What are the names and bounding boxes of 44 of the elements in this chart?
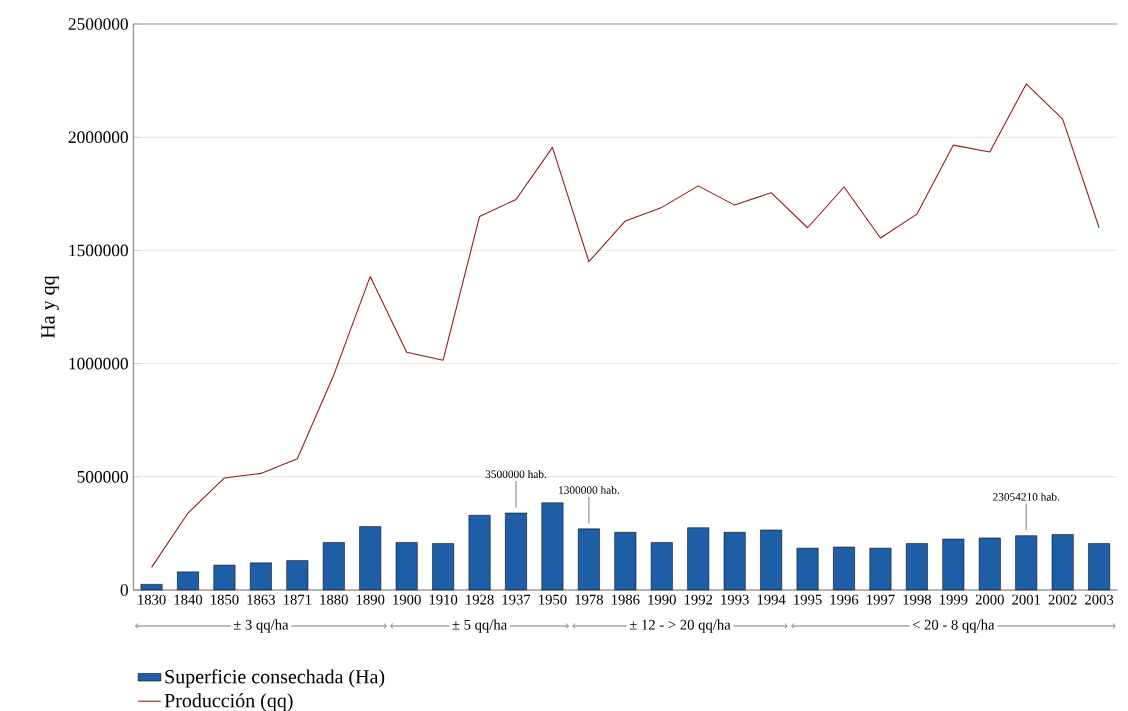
annotation: 1300000 hab. — [559, 485, 619, 494]
x-tick-label: 1850 — [211, 594, 239, 605]
legend-label: Superficie consechada (Ha) — [165, 669, 385, 688]
x-tick-label: 1937 — [502, 594, 531, 605]
text: ± 12 - > 20 qq/ha — [629, 619, 731, 633]
x-tick-label: 1840 — [174, 594, 203, 605]
x-tick-label: 1996 — [830, 594, 859, 605]
line-series — [151, 83, 1100, 568]
x-tick-label: 1900 — [393, 594, 421, 605]
x-tick-label: 1950 — [539, 594, 567, 605]
y-axis-title: Ha y qq — [41, 275, 59, 339]
x-tick-label: 1990 — [648, 594, 676, 605]
x-tick-label: 1928 — [466, 594, 494, 605]
x-tick-label: 1994 — [757, 594, 786, 605]
x-tick-label: 1871 — [283, 594, 312, 605]
x-tick-label: 1830 — [138, 594, 166, 605]
y-tick-label: 500000 — [77, 470, 128, 483]
legend-label: Producción (qq) — [164, 693, 293, 711]
x-tick-label: 1998 — [903, 594, 931, 605]
x-tick-label: 1986 — [611, 594, 640, 605]
annotation: 23054210 hab. — [993, 492, 1060, 501]
annotation: 3500000 hab. — [485, 470, 547, 479]
y-tick-label: 2000000 — [68, 131, 128, 144]
x-tick-label: 2000 — [975, 594, 1004, 605]
text: ± 3 qq/ha — [233, 619, 289, 633]
x-tick-label: 2001 — [1012, 594, 1040, 605]
x-tick-label: 2002 — [1048, 594, 1077, 605]
x-tick-label: 1880 — [320, 594, 348, 605]
x-tick-label: 1890 — [356, 594, 385, 605]
y-tick-label: 2500000 — [68, 18, 128, 30]
x-tick-label: 1910 — [429, 594, 458, 605]
x-tick-label: 1999 — [939, 594, 968, 605]
x-tick-label: 1863 — [247, 594, 275, 605]
text: < 20 - 8 qq/ha — [912, 619, 995, 633]
x-tick-label: 1992 — [684, 594, 713, 605]
text: ± 5 qq/ha — [452, 619, 507, 633]
y-tick-label: 1000000 — [69, 357, 128, 370]
x-tick-label: 1997 — [867, 594, 895, 605]
x-tick-label: 1978 — [575, 594, 603, 605]
x-tick-label: 1993 — [721, 594, 749, 605]
y-tick-label: 0 — [120, 584, 128, 596]
x-tick-label: 1995 — [794, 594, 822, 605]
x-tick-label: 2003 — [1085, 594, 1114, 605]
y-tick-label: 1500000 — [69, 244, 128, 257]
